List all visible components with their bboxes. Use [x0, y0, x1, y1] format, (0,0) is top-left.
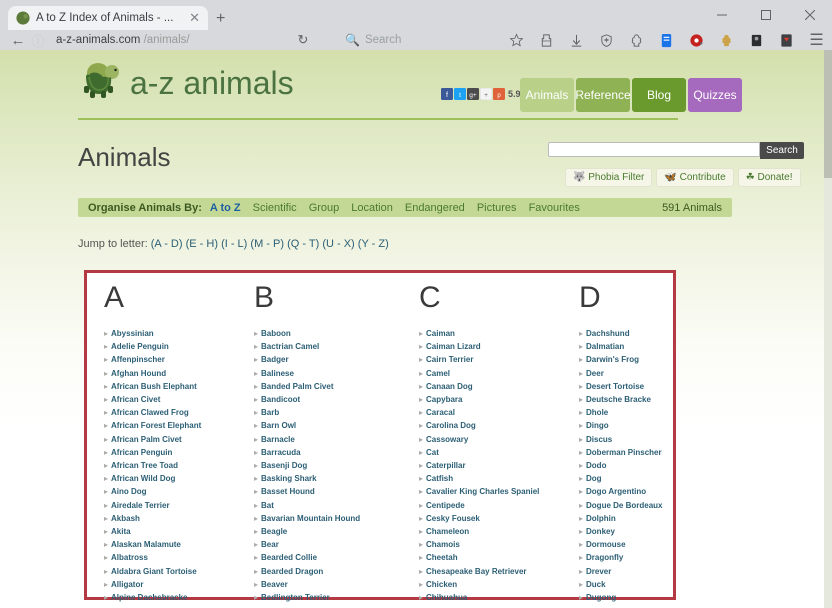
- svg-text:t: t: [459, 92, 461, 99]
- svg-text:+: +: [484, 92, 488, 99]
- svg-text:g+: g+: [469, 92, 477, 99]
- svg-text:f: f: [446, 90, 448, 99]
